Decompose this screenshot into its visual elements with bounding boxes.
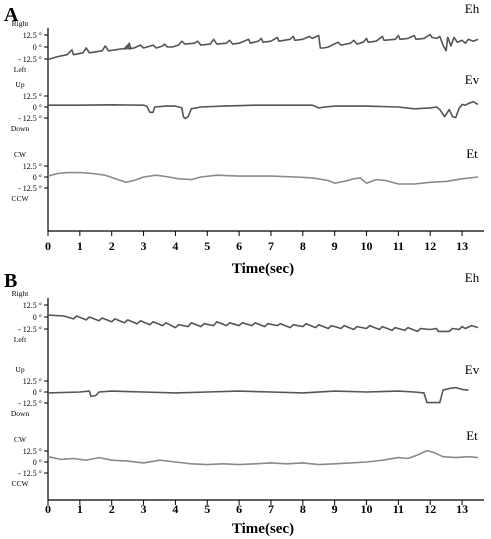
x-tick-label: 10 bbox=[361, 239, 373, 253]
direction-label-positive: Up bbox=[15, 365, 24, 374]
y-tick-label: 12.5 ° bbox=[23, 92, 42, 101]
x-tick-label: 13 bbox=[456, 239, 468, 253]
x-tick-label: 3 bbox=[141, 239, 147, 253]
y-tick-label: - 12.5 ° bbox=[18, 55, 42, 64]
y-tick-label: - 12.5 ° bbox=[18, 469, 42, 478]
trace-label: Eh bbox=[465, 1, 480, 16]
trace-label: Et bbox=[466, 146, 478, 161]
y-tick-label: 0 ° bbox=[33, 103, 42, 112]
y-tick-label: - 12.5 ° bbox=[18, 114, 42, 123]
direction-label-negative: Down bbox=[11, 409, 30, 418]
x-tick-label: 7 bbox=[268, 502, 274, 516]
y-tick-label: 0 ° bbox=[33, 458, 42, 467]
direction-label-positive: Right bbox=[12, 19, 30, 28]
y-tick-label: 0 ° bbox=[33, 388, 42, 397]
x-tick-label: 3 bbox=[141, 502, 147, 516]
direction-label-positive: CW bbox=[14, 150, 27, 159]
x-tick-label: 4 bbox=[172, 502, 178, 516]
x-tick-label: 11 bbox=[393, 239, 404, 253]
series-line-et bbox=[47, 171, 479, 185]
series-line-eh bbox=[47, 314, 479, 333]
x-tick-label: 0 bbox=[45, 239, 51, 253]
x-tick-label: 12 bbox=[424, 239, 436, 253]
x-tick-label: 0 bbox=[45, 502, 51, 516]
direction-label-positive: Right bbox=[12, 289, 30, 298]
x-tick-label: 8 bbox=[300, 239, 306, 253]
x-tick-label: 13 bbox=[456, 502, 468, 516]
x-tick-label: 9 bbox=[332, 239, 338, 253]
x-tick-label: 6 bbox=[236, 502, 242, 516]
x-tick-label: 8 bbox=[300, 502, 306, 516]
direction-label-positive: CW bbox=[14, 435, 27, 444]
x-tick-label: 2 bbox=[109, 502, 115, 516]
direction-label-negative: Down bbox=[11, 124, 30, 133]
x-tick-label: 1 bbox=[77, 239, 83, 253]
series-line-ev bbox=[47, 386, 469, 404]
y-tick-label: - 12.5 ° bbox=[18, 325, 42, 334]
series-line-eh bbox=[47, 33, 479, 61]
direction-label-positive: Up bbox=[15, 80, 24, 89]
y-tick-label: 12.5 ° bbox=[23, 31, 42, 40]
x-tick-label: 11 bbox=[393, 502, 404, 516]
x-tick-label: 7 bbox=[268, 239, 274, 253]
y-tick-label: - 12.5 ° bbox=[18, 184, 42, 193]
x-tick-label: 12 bbox=[424, 502, 436, 516]
x-tick-label: 4 bbox=[172, 239, 178, 253]
x-axis-label: Time(sec) bbox=[232, 261, 294, 277]
direction-label-negative: CCW bbox=[11, 479, 29, 488]
x-tick-label: 9 bbox=[332, 502, 338, 516]
y-tick-label: 12.5 ° bbox=[23, 447, 42, 456]
y-tick-label: 12.5 ° bbox=[23, 301, 42, 310]
trace-label: Eh bbox=[465, 270, 480, 285]
trace-label: Ev bbox=[465, 72, 480, 87]
x-tick-label: 1 bbox=[77, 502, 83, 516]
y-tick-label: 12.5 ° bbox=[23, 162, 42, 171]
panel-label: A bbox=[4, 4, 19, 26]
y-tick-label: 12.5 ° bbox=[23, 377, 42, 386]
panel-label: B bbox=[4, 270, 17, 292]
x-tick-label: 5 bbox=[204, 239, 210, 253]
x-tick-label: 2 bbox=[109, 239, 115, 253]
direction-label-negative: Left bbox=[14, 65, 27, 74]
x-tick-label: 5 bbox=[204, 502, 210, 516]
direction-label-negative: Left bbox=[14, 335, 27, 344]
series-line-ev bbox=[48, 100, 479, 120]
x-axis-label: Time(sec) bbox=[232, 521, 294, 537]
trace-label: Ev bbox=[465, 362, 480, 377]
trace-label: Et bbox=[466, 428, 478, 443]
y-tick-label: 0 ° bbox=[33, 313, 42, 322]
x-tick-label: 10 bbox=[361, 502, 373, 516]
x-tick-label: 6 bbox=[236, 239, 242, 253]
direction-label-negative: CCW bbox=[11, 194, 29, 203]
series-line-et bbox=[47, 449, 479, 466]
y-tick-label: 0 ° bbox=[33, 43, 42, 52]
y-tick-label: - 12.5 ° bbox=[18, 399, 42, 408]
y-tick-label: 0 ° bbox=[33, 173, 42, 182]
